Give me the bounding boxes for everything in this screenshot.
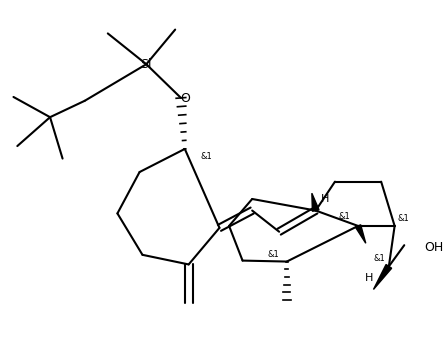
Polygon shape [312, 193, 319, 211]
Text: OH: OH [424, 240, 443, 254]
Text: &1: &1 [373, 254, 385, 263]
Text: O: O [180, 92, 190, 106]
Text: &1: &1 [338, 212, 350, 221]
Text: &1: &1 [397, 214, 409, 223]
Text: &1: &1 [268, 250, 279, 259]
Text: &1: &1 [200, 152, 212, 161]
Text: H: H [365, 273, 373, 283]
Polygon shape [373, 264, 392, 290]
Text: H: H [321, 194, 329, 204]
Polygon shape [355, 225, 366, 243]
Text: Si: Si [140, 58, 152, 71]
